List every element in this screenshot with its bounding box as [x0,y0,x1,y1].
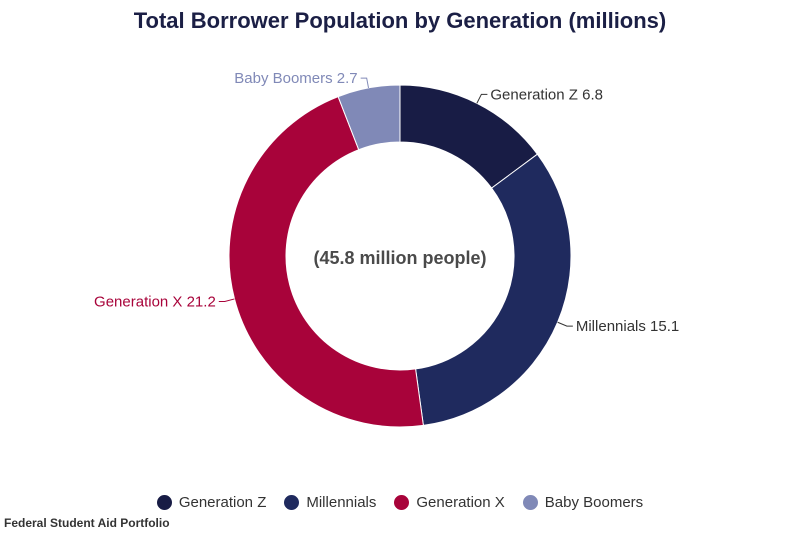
legend-swatch-icon [156,495,172,510]
legend-item-baby-boomers[interactable]: Baby Boomers [522,494,644,511]
legend-label: Millennials [306,494,377,511]
leader-millennials [557,321,573,327]
legend-item-generation-z[interactable]: Generation Z [156,494,267,511]
label-generation-z: Generation Z 6.8 [490,86,603,103]
legend-label: Generation Z [178,494,267,511]
legend-item-generation-x[interactable]: Generation X [394,494,505,511]
slice-baby-boomers [337,84,401,151]
legend-item-millennials[interactable]: Millennials [284,494,376,511]
center-label: (45.8 million people) [313,248,486,268]
slice-millennials [415,153,572,426]
leader-baby-boomers [360,77,370,89]
leader-generation-z [476,93,488,104]
legend-swatch-icon [284,495,300,510]
slice-generation-x [228,95,424,428]
label-generation-x: Generation X 21.2 [94,293,216,310]
legend-label: Baby Boomers [544,494,644,511]
legend-swatch-icon [394,495,410,510]
label-baby-boomers: Baby Boomers 2.7 [234,70,357,87]
legend: Generation Z Millennials Generation X Baby … [0,494,800,511]
label-millennials: Millennials 15.1 [576,318,679,335]
source-note: Federal Student Aid Portfolio [4,516,170,530]
legend-swatch-icon [522,495,538,510]
chart-title: Total Borrower Population by Generation … [133,8,667,33]
leader-generation-x [218,298,235,302]
legend-label: Generation X [416,494,505,511]
